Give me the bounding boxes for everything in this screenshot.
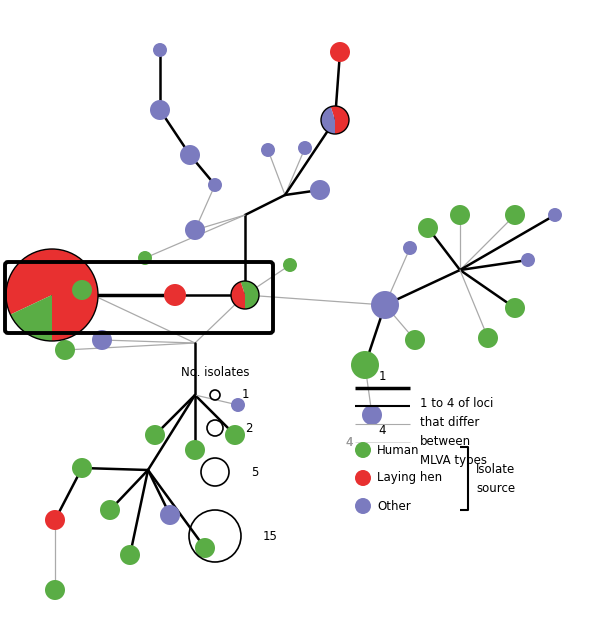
Circle shape — [92, 330, 112, 350]
Circle shape — [150, 100, 170, 120]
Circle shape — [355, 442, 371, 458]
Text: No. isolates: No. isolates — [181, 366, 249, 379]
Circle shape — [355, 498, 371, 514]
Wedge shape — [6, 249, 98, 341]
Circle shape — [450, 205, 470, 225]
Text: Other: Other — [377, 500, 411, 512]
Text: 1: 1 — [378, 369, 386, 382]
Text: 1 to 4 of loci
that differ
between
MLVA types: 1 to 4 of loci that differ between MLVA … — [420, 397, 493, 467]
Circle shape — [371, 291, 399, 319]
Circle shape — [138, 251, 152, 265]
Circle shape — [505, 298, 525, 318]
Circle shape — [330, 42, 350, 62]
Circle shape — [45, 510, 65, 530]
Circle shape — [225, 425, 245, 445]
Circle shape — [521, 253, 535, 267]
Wedge shape — [331, 106, 349, 134]
Circle shape — [405, 330, 425, 350]
Text: Laying hen: Laying hen — [377, 472, 442, 485]
Text: Isolate
source: Isolate source — [476, 463, 515, 495]
Circle shape — [298, 141, 312, 155]
Circle shape — [185, 440, 205, 460]
Circle shape — [283, 258, 297, 272]
Circle shape — [180, 145, 200, 165]
Text: 4: 4 — [346, 436, 353, 448]
Text: 4: 4 — [378, 423, 386, 436]
Circle shape — [72, 458, 92, 478]
Circle shape — [120, 545, 140, 565]
Circle shape — [45, 580, 65, 600]
Circle shape — [195, 538, 215, 558]
Circle shape — [72, 280, 92, 300]
Circle shape — [55, 340, 75, 360]
Circle shape — [153, 43, 167, 57]
Circle shape — [185, 220, 205, 240]
Circle shape — [505, 205, 525, 225]
Text: 15: 15 — [263, 529, 278, 542]
Circle shape — [310, 180, 330, 200]
Circle shape — [100, 500, 120, 520]
Circle shape — [231, 398, 245, 412]
Circle shape — [351, 351, 379, 379]
Circle shape — [164, 284, 186, 306]
Wedge shape — [10, 295, 52, 341]
Circle shape — [548, 208, 562, 222]
Wedge shape — [321, 107, 335, 134]
Circle shape — [261, 143, 275, 157]
Text: 5: 5 — [251, 465, 259, 478]
Text: 1: 1 — [242, 389, 250, 401]
Circle shape — [362, 405, 382, 425]
Circle shape — [160, 505, 180, 525]
Circle shape — [478, 328, 498, 348]
Circle shape — [403, 241, 417, 255]
Circle shape — [145, 425, 165, 445]
Text: Human: Human — [377, 443, 419, 456]
Circle shape — [208, 178, 222, 192]
Wedge shape — [241, 281, 259, 309]
Text: 4: 4 — [346, 436, 353, 448]
Text: 2: 2 — [245, 421, 253, 435]
Wedge shape — [231, 282, 245, 309]
Circle shape — [418, 218, 438, 238]
Circle shape — [355, 470, 371, 486]
